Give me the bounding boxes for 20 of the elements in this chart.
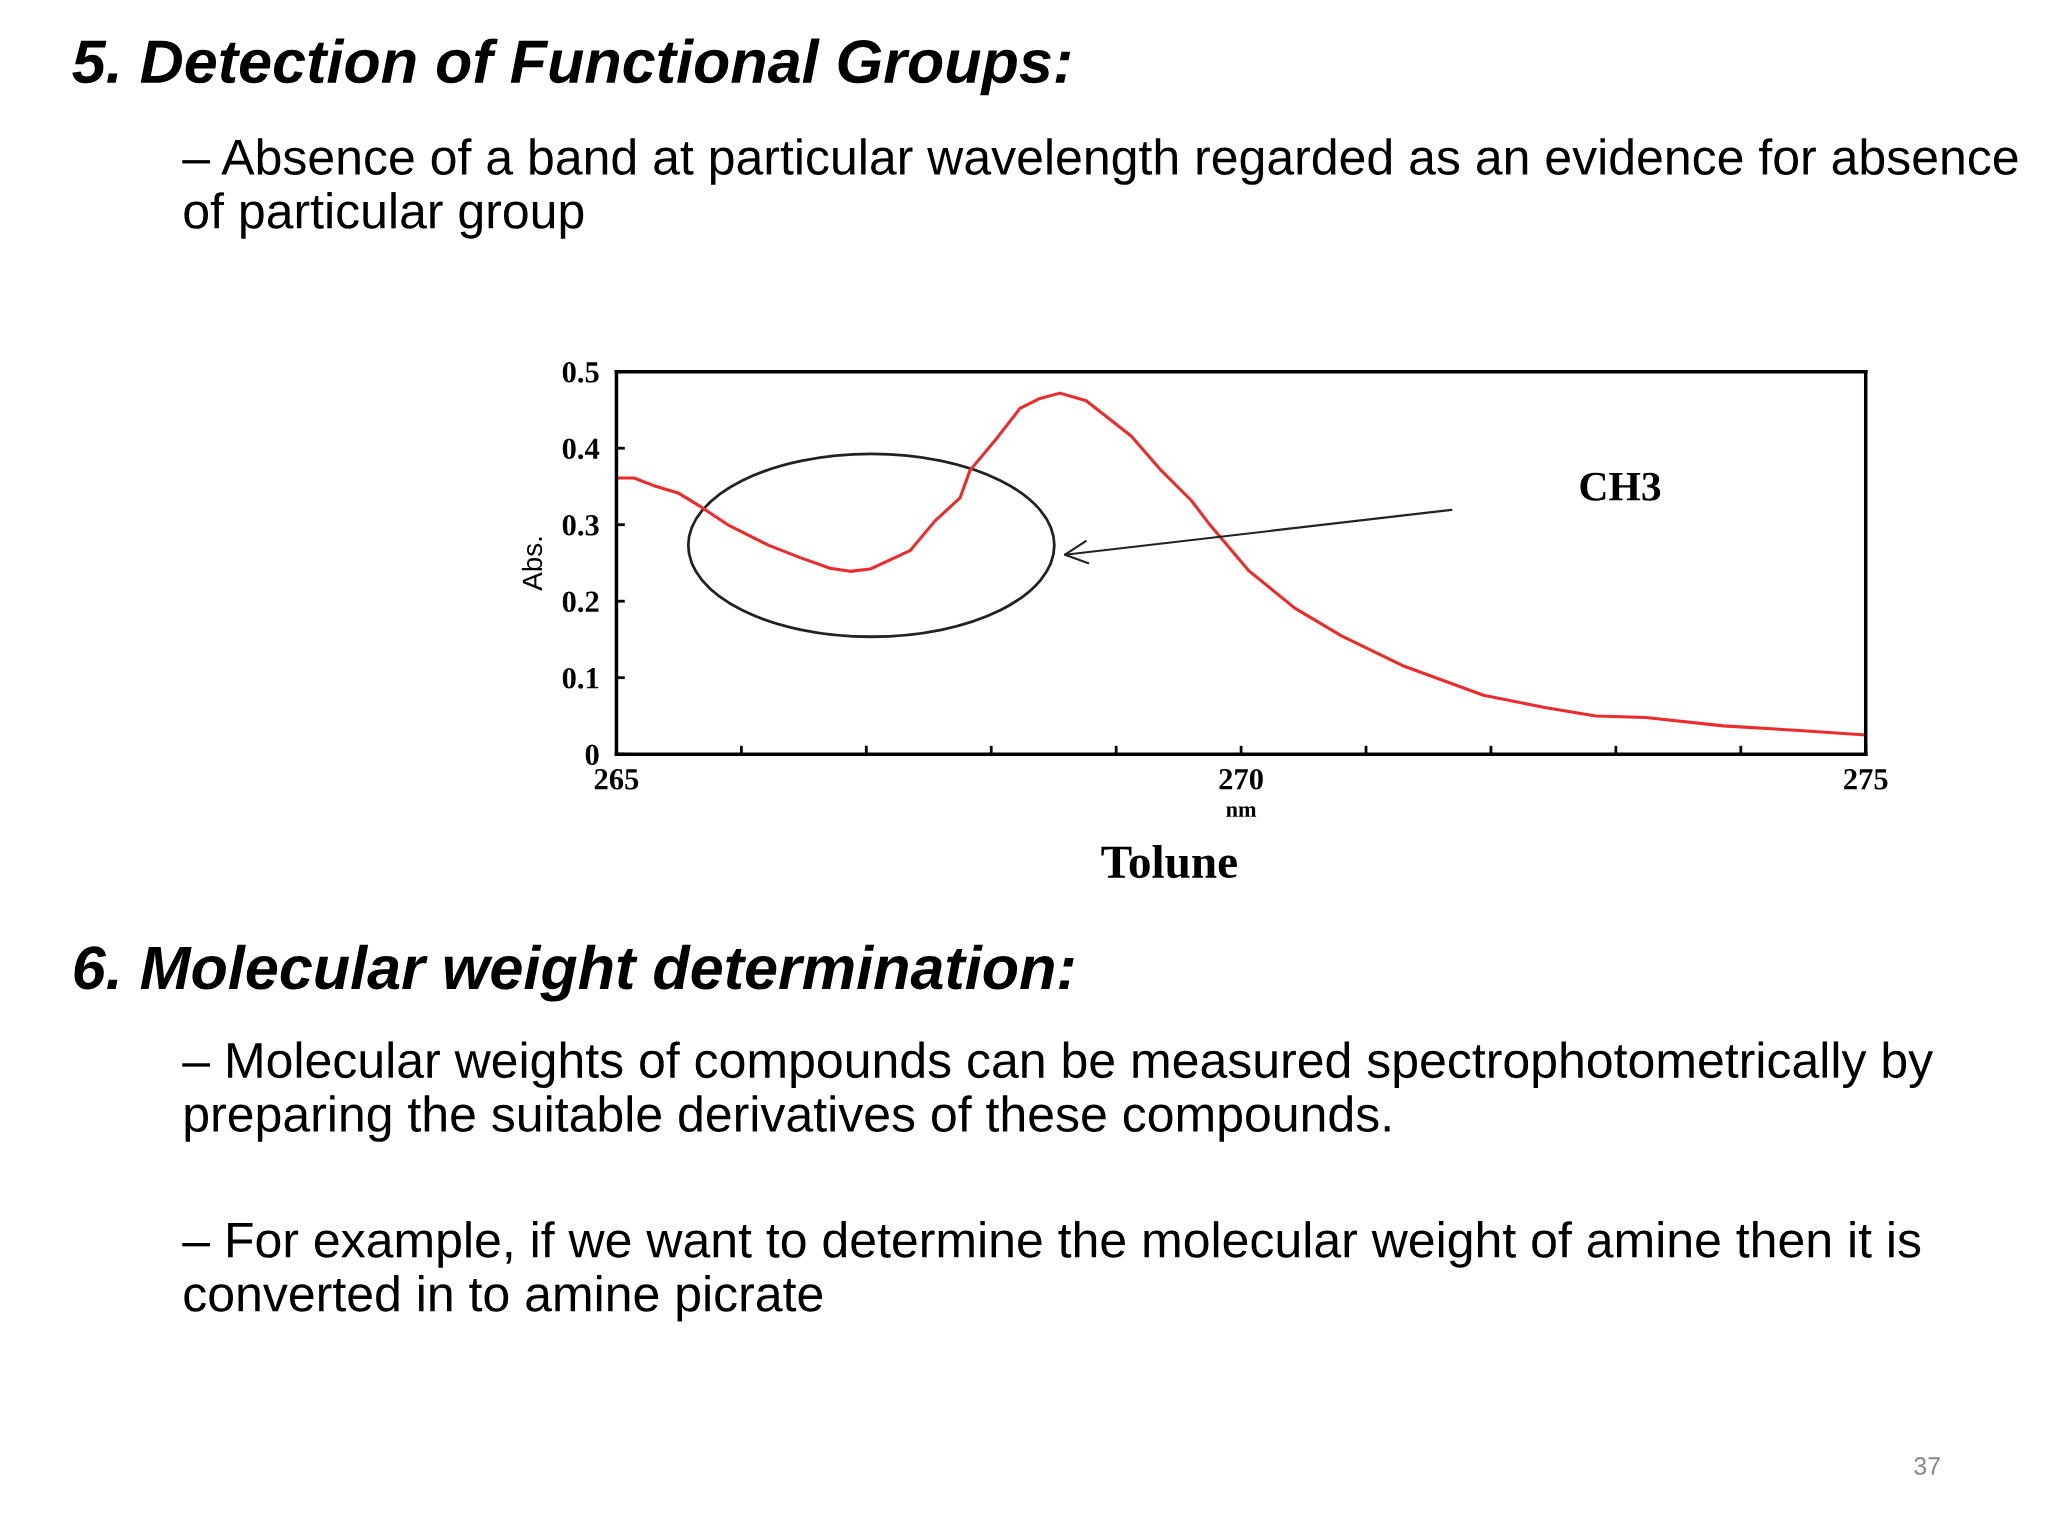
chart-subtitle: – Absence of a band at particular wavelength regarded as an evidence for absence of particular group: [182, 138, 2018, 239]
text: – For example, if we want to determine the molecular weight of amine then it is converted in to amine picrate: [182, 1221, 1921, 1322]
text: 37: [1914, 1457, 1940, 1475]
x-axis-title: nm: [1226, 806, 1257, 817]
text: 6. Molecular weight determination:: [74, 944, 1074, 1002]
text: – Molecular weights of compounds can be measured spectrophotometrically by preparing the suitable derivatives of these compounds.: [182, 1041, 1934, 1142]
y-tick-label: 0.1: [562, 667, 599, 689]
y-tick-label: 0.3: [562, 514, 599, 536]
y-tick-label: 0.4: [562, 438, 600, 460]
annotation: CH3: [1580, 472, 1661, 501]
text: Tolune: [1101, 844, 1237, 879]
line-series: [617, 391, 1866, 737]
x-tick-label: 270: [1219, 768, 1263, 790]
chart-title: 5. Detection of Functional Groups:: [72, 38, 1071, 96]
y-tick-label: 0.5: [562, 361, 599, 383]
x-tick-label: 275: [1844, 769, 1888, 790]
x-tick-label: 265: [594, 769, 639, 790]
y-tick-label: 0.2: [562, 591, 599, 613]
y-axis-title: Abs.: [521, 537, 543, 591]
y-tick-label: 0: [585, 744, 599, 766]
